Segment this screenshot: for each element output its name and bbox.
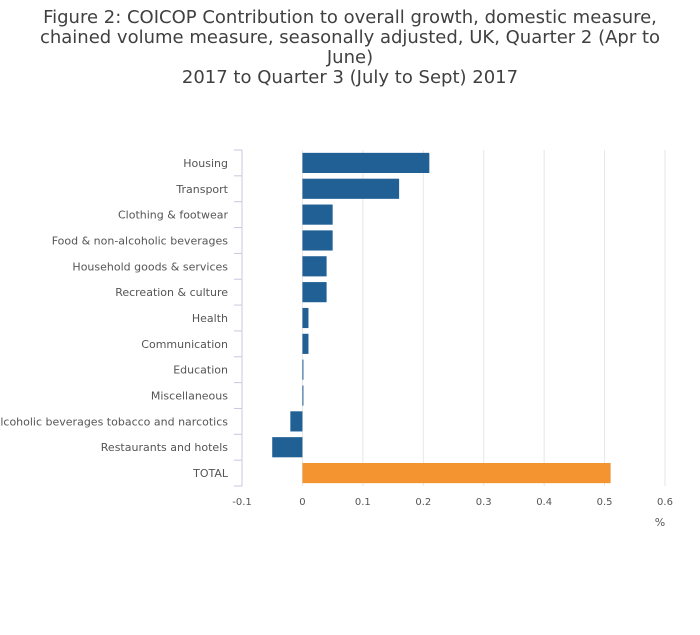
category-label: Restaurants and hotels <box>101 441 228 454</box>
bar-total <box>302 462 611 484</box>
bar-clothing-footwear <box>302 204 333 225</box>
category-label: Food & non-alcoholic beverages <box>52 234 229 247</box>
category-label: Housing <box>183 157 228 170</box>
x-axis-ticks: -0.1 0 0.1 0.2 0.3 0.4 0.5 0.6 <box>232 497 673 508</box>
x-tick-label: 0.4 <box>536 497 552 508</box>
x-tick-label: -0.1 <box>232 497 252 508</box>
category-label: Clothing & footwear <box>118 209 228 222</box>
bar-miscellaneous <box>302 385 304 406</box>
bar-housing <box>302 152 430 174</box>
category-label: TOTAL <box>192 467 229 480</box>
x-tick-label: 0.2 <box>415 497 431 508</box>
x-axis-unit-label: % <box>655 516 665 529</box>
x-tick-label: 0 <box>299 497 305 508</box>
category-label: Education <box>173 364 228 377</box>
bar-alcoholic-beverages-tobacco-and-narcotics <box>290 411 303 432</box>
bars <box>272 152 611 484</box>
bar-restaurants-and-hotels <box>272 437 303 458</box>
bar-transport <box>302 178 400 199</box>
bar-food-non-alcoholic-beverages <box>302 230 333 251</box>
bar-household-goods-services <box>302 256 327 277</box>
chart-title-line-1: Figure 2: COICOP Contribution to overall… <box>43 7 657 28</box>
category-labels: Housing Transport Clothing & footwear Food … <box>0 157 229 480</box>
category-label: Alcoholic beverages tobacco and narcotic… <box>0 415 228 428</box>
bar-communication <box>302 333 309 354</box>
chart-title-line-2: chained volume measure, seasonally adjus… <box>39 27 661 68</box>
category-label: Recreation & culture <box>115 286 228 299</box>
category-label: Household goods & services <box>72 260 228 273</box>
x-tick-label: 0.3 <box>476 497 492 508</box>
category-label: Miscellaneous <box>151 390 228 403</box>
x-tick-label: 0.5 <box>597 497 613 508</box>
category-label: Communication <box>141 338 228 351</box>
bar-education <box>302 359 304 380</box>
x-tick-label: 0.1 <box>355 497 371 508</box>
x-tick-label: 0.6 <box>657 497 673 508</box>
chart-title: Figure 2: COICOP Contribution to overall… <box>20 8 680 88</box>
bar-health <box>302 307 309 329</box>
chart-title-line-3: 2017 to Quarter 3 (July to Sept) 2017 <box>181 67 519 88</box>
category-label: Health <box>192 312 228 325</box>
category-label: Transport <box>175 183 228 196</box>
bar-recreation-culture <box>302 282 327 303</box>
category-axis <box>234 149 243 487</box>
